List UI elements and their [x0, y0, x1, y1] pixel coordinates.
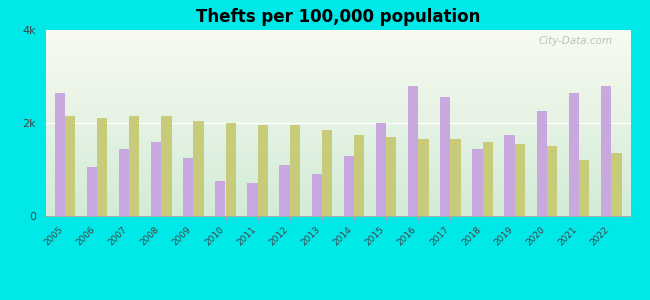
Bar	[450, 139, 461, 216]
Bar	[290, 125, 300, 216]
Bar	[579, 160, 590, 216]
Bar	[322, 130, 332, 216]
Bar	[537, 111, 547, 216]
Bar	[97, 118, 107, 216]
Bar	[248, 183, 257, 216]
Bar	[151, 142, 161, 216]
Bar	[311, 174, 322, 216]
Text: City-Data.com: City-Data.com	[539, 36, 613, 46]
Bar	[193, 121, 203, 216]
Bar	[611, 153, 621, 216]
Bar	[183, 158, 193, 216]
Bar	[215, 181, 226, 216]
Bar	[161, 116, 172, 216]
Bar	[129, 116, 139, 216]
Legend: Carlisle, U.S. average: Carlisle, U.S. average	[243, 299, 433, 300]
Bar	[344, 155, 354, 216]
Bar	[354, 135, 365, 216]
Bar	[226, 123, 236, 216]
Bar	[65, 116, 75, 216]
Bar	[569, 93, 579, 216]
Bar	[515, 144, 525, 216]
Bar	[504, 135, 515, 216]
Bar	[419, 139, 428, 216]
Bar	[119, 148, 129, 216]
Bar	[86, 167, 97, 216]
Bar	[483, 142, 493, 216]
Title: Thefts per 100,000 population: Thefts per 100,000 population	[196, 8, 480, 26]
Bar	[408, 86, 419, 216]
Bar	[55, 93, 65, 216]
Bar	[601, 86, 611, 216]
Bar	[280, 165, 290, 216]
Bar	[386, 137, 396, 216]
Bar	[376, 123, 386, 216]
Bar	[257, 125, 268, 216]
Bar	[547, 146, 557, 216]
Bar	[473, 148, 483, 216]
Bar	[440, 98, 450, 216]
